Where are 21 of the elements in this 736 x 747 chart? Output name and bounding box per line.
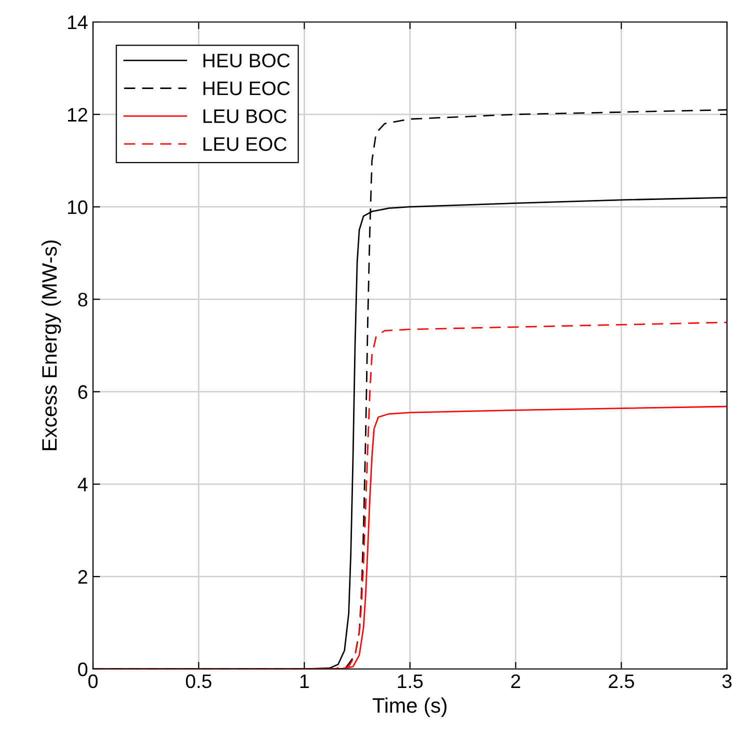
x-tick-label: 0 [88,674,98,688]
y-axis-title: Excess Energy (MW-s) [42,240,61,450]
y-tick-label: 10 [68,200,88,214]
x-tick-label: 2 [511,674,520,688]
y-tick-label: 12 [68,108,88,122]
y-tick-label: 14 [68,16,88,30]
legend-label: LEU EOC [203,137,287,151]
y-tick-label: 0 [78,662,88,676]
y-tick-label: 4 [78,478,88,492]
y-tick-label: 6 [78,385,88,399]
x-axis-title: Time (s) [372,698,447,717]
y-tick-label: 2 [78,570,88,584]
legend-label: HEU EOC [203,81,290,96]
legend-label: HEU BOC [203,54,290,68]
legend-label: LEU BOC [203,109,287,124]
x-tick-label: 2.5 [608,674,634,688]
x-tick-label: 1 [300,674,309,688]
x-tick-label: 3 [722,674,732,688]
x-tick-label: 0.5 [186,674,212,688]
x-tick-label: 1.5 [398,674,423,688]
y-tick-label: 8 [78,292,88,307]
